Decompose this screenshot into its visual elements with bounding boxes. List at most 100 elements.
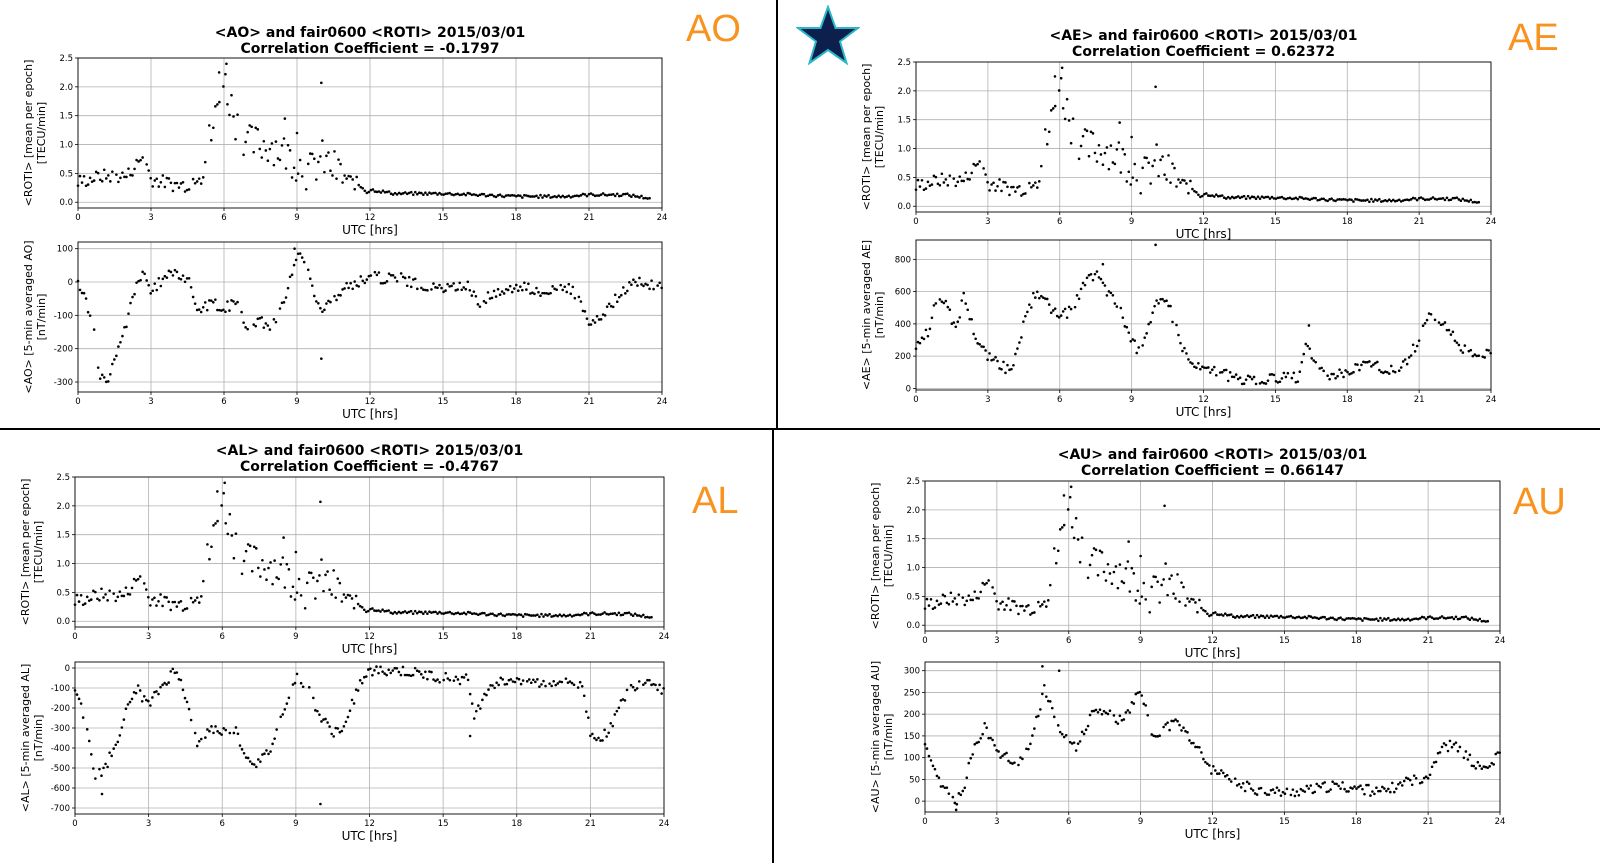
data-point <box>1113 302 1117 305</box>
data-point <box>1389 790 1392 794</box>
data-point <box>444 611 448 615</box>
data-point <box>250 762 254 766</box>
data-point <box>1381 619 1384 622</box>
data-point <box>309 571 313 575</box>
data-point <box>646 197 649 200</box>
data-point <box>1356 198 1359 201</box>
data-point <box>365 191 369 195</box>
data-point <box>389 671 393 675</box>
data-point <box>183 280 187 284</box>
data-point <box>222 308 225 312</box>
data-point <box>1403 198 1407 202</box>
data-point <box>1321 615 1325 619</box>
data-point <box>1372 200 1375 203</box>
data-point <box>1292 197 1296 200</box>
data-point <box>1028 181 1031 185</box>
data-point <box>1385 199 1389 203</box>
data-point <box>165 176 169 180</box>
data-point <box>193 302 197 305</box>
data-point <box>519 682 523 686</box>
data-point <box>502 292 506 295</box>
data-point <box>601 192 605 195</box>
data-point <box>379 282 383 285</box>
data-point <box>159 593 162 596</box>
data-point <box>307 571 311 574</box>
data-point <box>958 316 962 319</box>
data-point <box>323 308 326 312</box>
data-point <box>914 188 918 191</box>
x-tick-label: 15 <box>1279 636 1290 646</box>
data-point <box>648 678 651 682</box>
data-point <box>1139 554 1142 558</box>
data-point <box>1133 339 1137 342</box>
data-point <box>1314 196 1317 200</box>
data-point <box>1301 789 1305 792</box>
data-point <box>605 305 609 308</box>
data-point <box>1404 618 1408 621</box>
data-point <box>413 609 417 613</box>
data-point <box>391 193 395 196</box>
data-point <box>1199 195 1202 199</box>
data-point <box>1378 197 1381 201</box>
data-point <box>157 692 160 696</box>
data-point <box>1083 128 1087 131</box>
data-point <box>1162 725 1165 729</box>
data-point <box>318 574 321 577</box>
data-point <box>1189 361 1192 364</box>
data-point <box>387 668 390 672</box>
data-point <box>660 286 663 290</box>
data-point <box>1080 730 1084 734</box>
data-point <box>434 286 437 289</box>
data-point <box>1182 726 1185 730</box>
data-point <box>485 693 488 697</box>
data-point <box>334 596 338 599</box>
data-point <box>1473 353 1477 356</box>
data-point <box>1171 162 1174 165</box>
data-point <box>943 594 947 598</box>
quadrant-title-ae: <AE> and fair0600 <ROTI> 2015/03/01 Corr… <box>916 28 1491 60</box>
data-point <box>1352 370 1355 374</box>
axes-frame <box>77 241 663 393</box>
data-point <box>94 777 97 780</box>
data-point <box>490 296 494 300</box>
data-point <box>1157 302 1160 305</box>
data-point <box>1351 616 1354 620</box>
data-point <box>491 612 494 616</box>
data-point <box>1063 307 1067 311</box>
data-point <box>493 686 496 690</box>
data-point <box>927 604 931 607</box>
data-point <box>646 615 649 619</box>
data-point <box>1413 197 1417 200</box>
data-point <box>254 765 258 769</box>
data-point <box>1317 617 1321 621</box>
x-axis-label: UTC [hrs] <box>342 829 398 843</box>
data-point <box>1059 314 1063 317</box>
data-point <box>293 598 297 601</box>
data-point <box>990 358 993 362</box>
data-point <box>1023 609 1026 612</box>
data-point <box>1131 338 1135 341</box>
data-point <box>1450 745 1454 749</box>
data-point <box>1449 198 1453 202</box>
data-point <box>312 576 315 580</box>
data-point <box>1049 109 1053 112</box>
data-point <box>432 610 435 614</box>
data-point <box>1166 593 1169 597</box>
data-point <box>217 71 221 74</box>
data-point <box>626 289 629 293</box>
data-point <box>599 739 602 742</box>
data-point <box>637 614 641 617</box>
data-point <box>1092 709 1096 713</box>
data-point <box>264 149 268 152</box>
data-point <box>1392 618 1396 621</box>
data-point <box>1269 614 1273 617</box>
data-point <box>145 279 148 282</box>
data-point <box>488 297 492 300</box>
x-tick-label: 12 <box>364 632 375 642</box>
data-point <box>1387 616 1390 620</box>
data-point <box>613 293 617 297</box>
data-point <box>1401 199 1405 202</box>
data-point <box>179 678 183 682</box>
data-point <box>1344 198 1347 201</box>
